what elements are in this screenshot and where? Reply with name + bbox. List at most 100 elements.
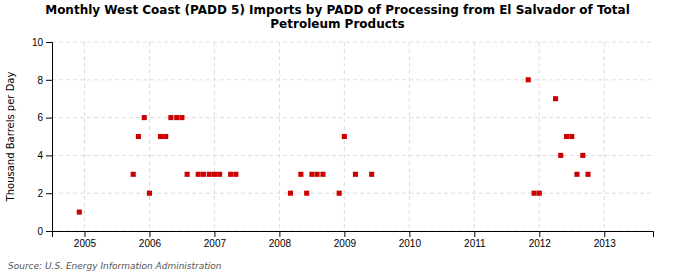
x-tick-mark [149, 231, 150, 237]
point [77, 210, 82, 215]
point [147, 191, 152, 196]
y-tick: 4 [37, 150, 52, 161]
point [569, 134, 574, 139]
point [142, 115, 147, 120]
point [320, 172, 325, 177]
x-tick: 2012 [529, 231, 552, 249]
y-grid-line [52, 79, 653, 80]
x-tick: 2006 [139, 231, 162, 249]
x-tick-mark [214, 231, 215, 237]
y-tick-mark [46, 42, 52, 43]
y-tick-label: 8 [37, 75, 43, 86]
point [580, 153, 585, 158]
point [201, 172, 206, 177]
x-grid-line [279, 42, 280, 231]
x-tick-mark [84, 231, 85, 237]
title-line: Monthly West Coast (PADD 5) Imports by P… [45, 3, 630, 17]
y-tick-label: 6 [37, 112, 43, 123]
point [196, 172, 201, 177]
y-grid-line [52, 42, 653, 43]
x-axis: 2005 2006 2007 2008 2009 2010 2011 2012 2013 [53, 231, 654, 249]
title-line: Petroleum Products [270, 17, 404, 31]
x-tick-label: 2012 [529, 238, 552, 249]
point [228, 172, 233, 177]
x-tick: 2011 [464, 231, 486, 249]
point [212, 172, 217, 177]
point [526, 77, 531, 82]
x-tick-mark [409, 231, 410, 237]
x-tick-label: 2011 [464, 238, 486, 249]
x-tick-label: 2009 [334, 238, 357, 249]
point [163, 134, 168, 139]
x-tick-label: 2005 [74, 238, 97, 249]
chart: 2005 2006 2007 2008 2009 2010 2011 2012 2013 0 2 4 6… [0, 0, 675, 275]
point [369, 172, 374, 177]
y-tick-label: 2 [37, 188, 43, 199]
y-tick-mark [46, 118, 52, 119]
point [574, 172, 579, 177]
point [298, 172, 303, 177]
y-grid-line [52, 193, 653, 194]
y-tick: 0 [37, 226, 52, 237]
point [233, 172, 238, 177]
x-grid-line [149, 42, 150, 231]
y-tick-mark [46, 193, 52, 194]
x-tick-label: 2007 [204, 238, 227, 249]
point [585, 172, 590, 177]
x-tick-label: 2013 [594, 238, 617, 249]
point [532, 191, 537, 196]
point [353, 172, 358, 177]
annotation: Source: U.S. Energy Information Administ… [8, 261, 222, 271]
x-axis-line [53, 232, 654, 238]
point [553, 96, 558, 101]
y-tick: 6 [37, 112, 52, 123]
point [537, 191, 542, 196]
x-tick: 2010 [399, 231, 422, 249]
point [564, 134, 569, 139]
point [185, 172, 190, 177]
x-tick-label: 2008 [269, 238, 292, 249]
x-grid-line [539, 42, 540, 231]
y-tick-label: 10 [32, 37, 44, 48]
point [136, 134, 141, 139]
y-axis-title: Thousand Barrels per Day [5, 72, 16, 203]
y-axis-line [46, 43, 53, 232]
plot-area: 2005 2006 2007 2008 2009 2010 2011 2012 2013 0 2 4 6… [32, 37, 654, 249]
y-axis: 0 2 4 6 8 10 [32, 37, 53, 237]
point [174, 115, 179, 120]
point [558, 153, 563, 158]
x-grid-line [84, 42, 85, 231]
y-tick: 8 [37, 75, 52, 86]
points [77, 77, 591, 214]
point [288, 191, 293, 196]
x-tick: 2009 [334, 231, 357, 249]
x-tick-label: 2010 [399, 238, 422, 249]
point [304, 191, 309, 196]
point [131, 172, 136, 177]
x-grid-line [214, 42, 215, 231]
x-grid-line [604, 42, 605, 231]
x-tick: 2005 [74, 231, 97, 249]
point [315, 172, 320, 177]
grid [52, 42, 653, 231]
title: Monthly West Coast (PADD 5) Imports by P… [45, 3, 630, 31]
y-tick-label: 4 [37, 150, 43, 161]
x-grid-line [474, 42, 475, 231]
point [207, 172, 212, 177]
y-tick-mark [46, 155, 52, 156]
x-tick: 2007 [204, 231, 227, 249]
x-tick-mark [604, 231, 605, 237]
point [179, 115, 184, 120]
x-tick-label: 2006 [139, 238, 162, 249]
x-tick-mark [344, 231, 345, 237]
x-tick-mark [474, 231, 475, 237]
x-grid-line [409, 42, 410, 231]
y-tick-mark [46, 80, 52, 81]
point [168, 115, 173, 120]
point [309, 172, 314, 177]
point [217, 172, 222, 177]
y-tick-label: 0 [37, 226, 43, 237]
x-tick: 2013 [594, 231, 617, 249]
y-tick-mark [46, 231, 52, 232]
y-tick: 2 [37, 188, 52, 199]
